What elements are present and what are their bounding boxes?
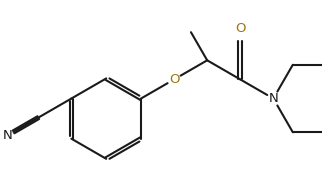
Text: N: N — [3, 129, 12, 142]
Text: O: O — [235, 22, 245, 35]
Text: O: O — [169, 73, 179, 86]
Text: N: N — [268, 92, 278, 105]
